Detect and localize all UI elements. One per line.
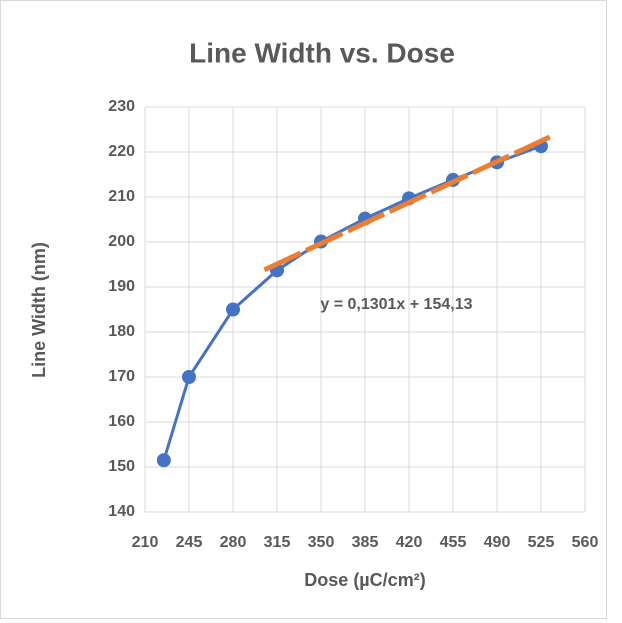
trendline-equation: y = 0,1301x + 154,13 xyxy=(320,296,472,313)
x-tick-label: 420 xyxy=(396,534,423,551)
y-tick-label: 180 xyxy=(108,323,135,340)
x-axis-label: Dose (µC/cm²) xyxy=(304,570,425,590)
data-point xyxy=(226,302,240,317)
x-tick-label: 210 xyxy=(132,534,159,551)
y-tick-label: 230 xyxy=(108,98,135,115)
data-point xyxy=(156,453,171,468)
y-tick-label: 190 xyxy=(108,278,135,295)
y-tick-label: 220 xyxy=(108,143,135,160)
y-tick-label: 160 xyxy=(108,413,135,430)
x-tick-label: 280 xyxy=(220,534,247,551)
data-point xyxy=(182,370,196,384)
x-tick-label: 490 xyxy=(484,534,511,551)
y-tick-label: 150 xyxy=(108,458,135,475)
y-tick-label: 200 xyxy=(108,233,135,250)
y-tick-label: 140 xyxy=(108,503,135,520)
chart-border xyxy=(0,0,607,619)
y-axis-label: Line Width (nm) xyxy=(29,242,49,378)
x-tick-label: 525 xyxy=(528,534,555,551)
x-tick-label: 350 xyxy=(308,534,335,551)
trendline xyxy=(263,134,551,273)
x-tick-label: 385 xyxy=(352,534,379,551)
y-tick-label: 210 xyxy=(108,188,135,205)
x-tick-label: 560 xyxy=(572,534,599,551)
y-tick-label: 170 xyxy=(108,368,135,385)
x-tick-label: 315 xyxy=(264,534,291,551)
x-tick-label: 245 xyxy=(176,534,203,551)
x-tick-label: 455 xyxy=(440,534,467,551)
chart-title: Line Width vs. Dose xyxy=(189,37,455,68)
